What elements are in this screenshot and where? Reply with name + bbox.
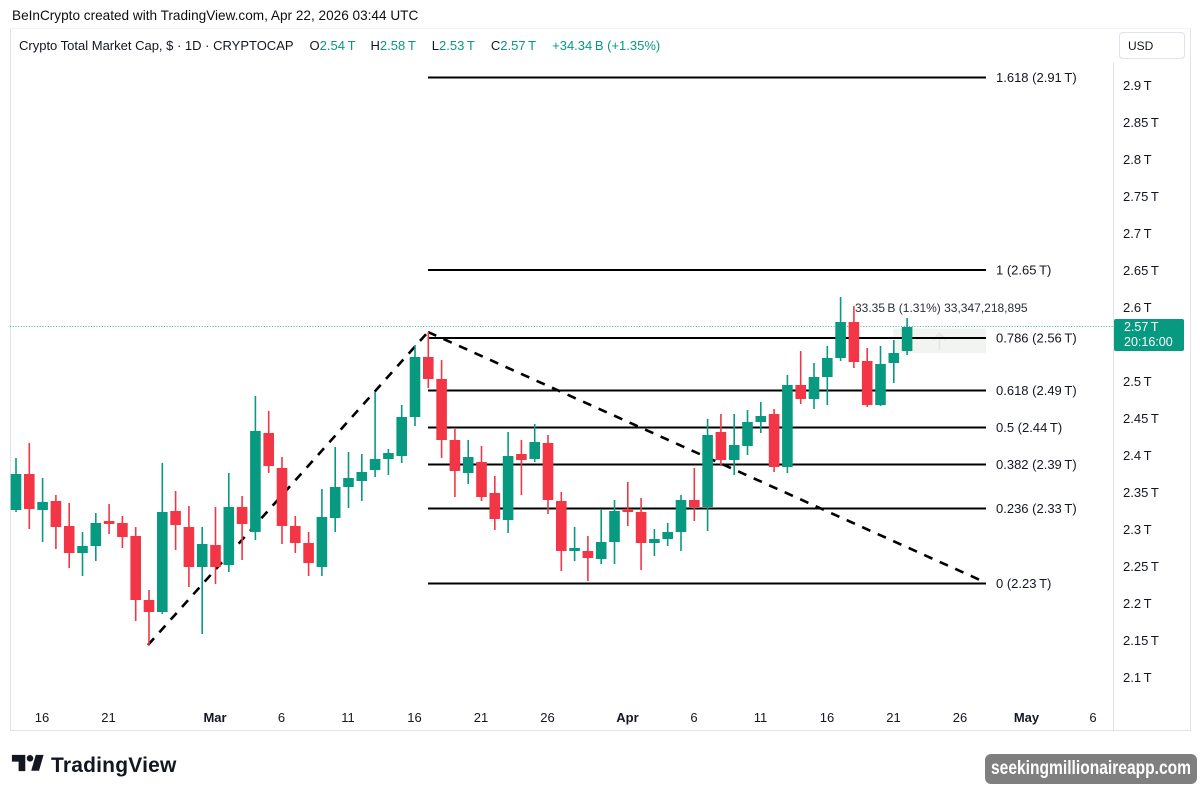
svg-text:1.618 (2.91 T): 1.618 (2.91 T) [996, 70, 1077, 85]
svg-text:0 (2.23 T): 0 (2.23 T) [996, 576, 1051, 591]
svg-text:TradingView: TradingView [51, 754, 177, 777]
svg-text:33.35 B (1.31%) 33,347,218,895: 33.35 B (1.31%) 33,347,218,895 [855, 301, 1028, 315]
svg-text:0.236 (2.33 T): 0.236 (2.33 T) [996, 501, 1077, 516]
svg-text:0.786 (2.56 T): 0.786 (2.56 T) [996, 331, 1077, 346]
svg-text:1 (2.65 T): 1 (2.65 T) [996, 263, 1051, 278]
svg-text:0.382 (2.39 T): 0.382 (2.39 T) [996, 457, 1077, 472]
svg-text:0.5 (2.44 T): 0.5 (2.44 T) [996, 420, 1062, 435]
svg-text:0.618 (2.49 T): 0.618 (2.49 T) [996, 383, 1077, 398]
